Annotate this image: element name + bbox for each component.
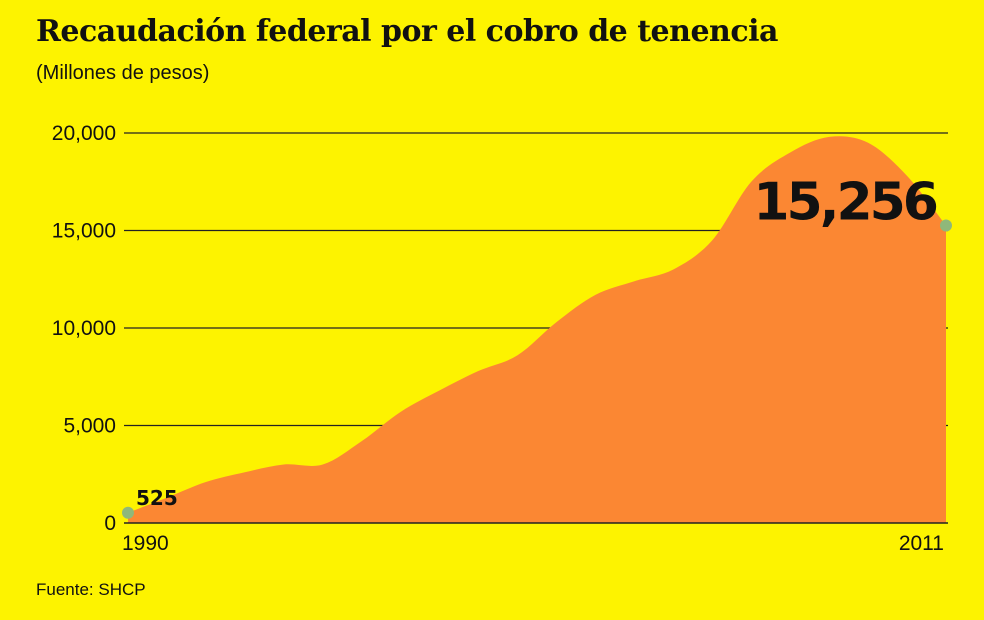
chart-subtitle: (Millones de pesos): [36, 62, 210, 84]
chart-title: Recaudación federal por el cobro de tene…: [36, 14, 778, 49]
y-tick-label: 0: [104, 512, 116, 535]
annotation-marker: [940, 219, 952, 232]
annotation-marker: [122, 506, 134, 519]
area-series: [128, 136, 946, 523]
source-note: Fuente: SHCP: [36, 580, 146, 599]
y-axis-ticks: 0 5,000 10,000 15,000 20,000: [52, 122, 116, 535]
y-tick-label: 20,000: [52, 122, 116, 145]
annotation-markers: 525 15,256: [122, 173, 952, 519]
y-tick-label: 10,000: [52, 317, 116, 340]
annotation-label: 15,256: [753, 173, 936, 233]
y-tick-label: 5,000: [63, 415, 116, 438]
annotation-label: 525: [136, 486, 178, 510]
x-axis-ticks: 1990 2011: [122, 532, 944, 555]
y-tick-label: 15,000: [52, 220, 116, 243]
x-tick-label: 2011: [899, 532, 944, 555]
x-tick-label: 1990: [122, 532, 169, 555]
